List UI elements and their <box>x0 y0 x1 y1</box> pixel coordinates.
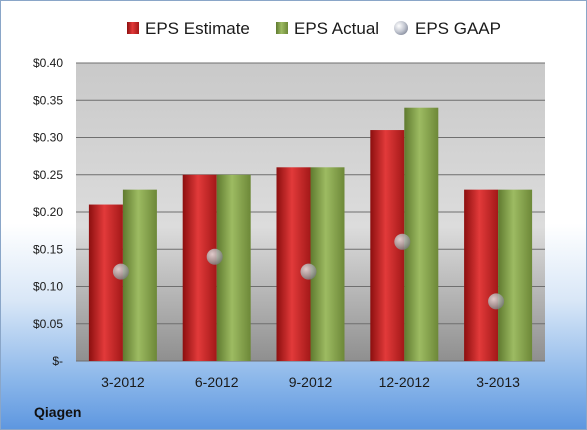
legend-swatch-estimate <box>127 22 139 34</box>
legend-label-actual: EPS Actual <box>294 19 379 38</box>
y-tick-label: $0.10 <box>33 280 63 294</box>
gaap-point <box>112 263 129 280</box>
x-tick-label: 6-2012 <box>195 374 239 390</box>
gaap-markers <box>112 233 505 310</box>
legend-swatch-gaap <box>394 21 408 35</box>
y-tick-label: $0.20 <box>33 205 63 219</box>
company-label: Qiagen <box>34 404 81 420</box>
bars <box>88 107 533 361</box>
legend-item-gaap: EPS GAAP <box>394 19 501 38</box>
legend: EPS Estimate EPS Actual EPS GAAP <box>127 19 501 38</box>
bar-estimate <box>276 167 311 361</box>
gaap-point <box>206 248 223 265</box>
y-tick-label: $0.05 <box>33 317 63 331</box>
legend-label-estimate: EPS Estimate <box>145 19 250 38</box>
y-tick-label: $0.35 <box>33 93 63 107</box>
bar-actual <box>310 167 345 361</box>
gaap-point <box>488 293 505 310</box>
y-tick-label: $0.40 <box>33 56 63 70</box>
y-tick-label: $0.30 <box>33 131 63 145</box>
bar-actual <box>404 107 439 361</box>
y-tick-label: $0.25 <box>33 168 63 182</box>
bar-estimate <box>88 204 123 361</box>
bar-estimate <box>182 174 217 361</box>
bar-actual <box>216 174 251 361</box>
x-axis-labels: 3-2012 6-2012 9-2012 12-2012 3-2013 <box>101 374 520 390</box>
bar-actual <box>498 189 533 361</box>
y-tick-label: $- <box>52 354 63 368</box>
bar-actual <box>122 189 157 361</box>
legend-label-gaap: EPS GAAP <box>415 19 501 38</box>
x-tick-label: 3-2013 <box>476 374 520 390</box>
x-tick-label: 3-2012 <box>101 374 145 390</box>
legend-swatch-actual <box>276 22 288 34</box>
gaap-point <box>394 233 411 250</box>
bar-estimate <box>464 189 499 361</box>
y-tick-label: $0.15 <box>33 242 63 256</box>
y-axis-ticks: $- $0.05 $0.10 $0.15 $0.20 $0.25 $0.30 $0.35 $0.… <box>33 56 63 368</box>
legend-item-actual: EPS Actual <box>276 19 379 38</box>
legend-item-estimate: EPS Estimate <box>127 19 250 38</box>
x-tick-label: 9-2012 <box>289 374 333 390</box>
x-tick-label: 12-2012 <box>379 374 431 390</box>
gaap-point <box>300 263 317 280</box>
